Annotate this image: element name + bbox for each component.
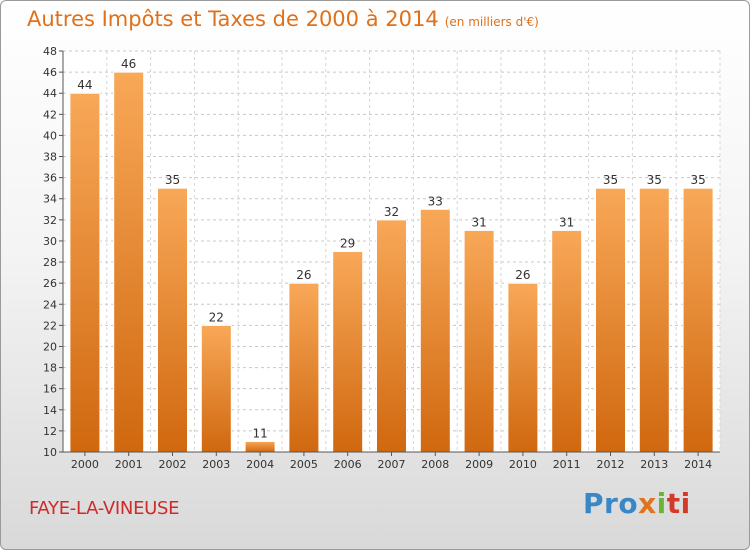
value-label-2005: 26 (296, 268, 311, 282)
value-label-2010: 26 (515, 268, 530, 282)
logo-part-4: ti (666, 487, 691, 520)
y-tick-label: 48 (43, 45, 57, 58)
bar-2009 (463, 229, 495, 453)
bar-2012 (595, 187, 626, 453)
bar-2006 (332, 251, 364, 453)
y-tick-label: 32 (43, 214, 57, 227)
x-tick-label-2006: 2006 (334, 458, 362, 471)
y-tick-label: 22 (43, 319, 57, 332)
value-label-2002: 35 (165, 173, 180, 187)
y-tick-label: 40 (43, 129, 57, 142)
bar-2011 (551, 229, 583, 453)
x-tick-label-2012: 2012 (597, 458, 625, 471)
bar-2010 (507, 282, 539, 453)
y-tick-label: 24 (43, 298, 57, 311)
value-label-2007: 32 (384, 205, 399, 219)
chart-title-text: Autres Impôts et Taxes de 2000 à 2014 (27, 7, 439, 31)
y-tick-label: 46 (43, 66, 57, 79)
logo-part-3: i (656, 487, 667, 520)
chart-unit: (en milliers d'€) (444, 15, 539, 29)
x-tick-label-2008: 2008 (421, 458, 449, 471)
value-label-2006: 29 (340, 237, 355, 251)
y-tick-label: 36 (43, 172, 57, 185)
x-tick-label-2011: 2011 (553, 458, 581, 471)
commune-name: FAYE-LA-VINEUSE (29, 498, 180, 519)
y-tick-label: 30 (43, 235, 57, 248)
x-tick-label-2001: 2001 (115, 458, 143, 471)
x-tick-label-2004: 2004 (246, 458, 274, 471)
bar-2000 (69, 92, 101, 453)
y-tick-label: 38 (43, 151, 57, 164)
bar-2005 (288, 282, 320, 453)
bar-2013 (638, 187, 670, 453)
bar-2002 (157, 187, 188, 453)
x-tick-label-2003: 2003 (202, 458, 230, 471)
y-tick-label: 16 (43, 383, 57, 396)
logo-part-1: Pro (583, 487, 639, 520)
y-tick-label: 12 (43, 425, 57, 438)
value-label-2009: 31 (471, 215, 486, 229)
value-label-2014: 35 (690, 173, 705, 187)
y-tick-label: 42 (43, 108, 57, 121)
proxiti-logo: Proxiti (583, 487, 691, 520)
y-tick-label: 28 (43, 256, 57, 269)
bar-2001 (113, 71, 145, 453)
x-tick-label-2007: 2007 (378, 458, 406, 471)
y-tick-label: 18 (43, 362, 57, 375)
value-label-2013: 35 (647, 173, 662, 187)
bar-2004 (244, 440, 276, 453)
chart-title: Autres Impôts et Taxes de 2000 à 2014 (en… (27, 7, 539, 31)
value-label-2004: 11 (252, 426, 267, 440)
x-tick-label-2000: 2000 (71, 458, 99, 471)
value-label-2000: 44 (77, 78, 92, 92)
y-tick-label: 20 (43, 340, 57, 353)
x-tick-label-2014: 2014 (684, 458, 712, 471)
logo-part-2: x (638, 487, 657, 520)
value-label-2003: 22 (209, 310, 224, 324)
bar-2014 (682, 187, 714, 453)
value-label-2011: 31 (559, 215, 574, 229)
y-tick-label: 10 (43, 446, 57, 459)
x-tick-label-2002: 2002 (159, 458, 187, 471)
value-label-2008: 33 (428, 194, 443, 208)
bar-2007 (376, 219, 407, 453)
bar-2003 (200, 324, 232, 453)
y-tick-label: 26 (43, 277, 57, 290)
y-tick-label: 44 (43, 87, 57, 100)
x-tick-label-2010: 2010 (509, 458, 537, 471)
value-label-2012: 35 (603, 173, 618, 187)
value-label-2001: 46 (121, 57, 136, 71)
x-tick-label-2009: 2009 (465, 458, 493, 471)
y-tick-label: 34 (43, 193, 57, 206)
bar-2008 (419, 208, 451, 453)
x-tick-label-2005: 2005 (290, 458, 318, 471)
y-tick-label: 14 (43, 404, 57, 417)
x-tick-label-2013: 2013 (640, 458, 668, 471)
